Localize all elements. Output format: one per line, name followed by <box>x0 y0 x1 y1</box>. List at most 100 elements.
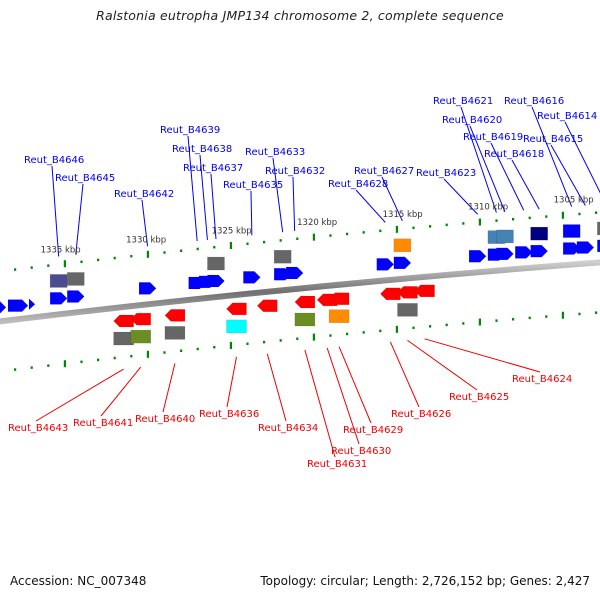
major-tick <box>146 250 149 258</box>
reverse-gene-arrow <box>226 302 247 316</box>
reverse-gene-label: Reut_B4630 <box>331 446 391 457</box>
minor-tick <box>30 366 33 369</box>
leader-line <box>162 363 176 413</box>
forward-gene-arrow <box>468 249 487 263</box>
forward-gene-label: Reut_B4628 <box>328 179 388 190</box>
minor-tick <box>263 340 266 344</box>
major-tick <box>312 333 315 341</box>
minor-tick <box>113 256 116 260</box>
leader-line <box>443 178 478 215</box>
kbp-label: 1325 kbp <box>212 227 252 237</box>
leader-line <box>490 142 525 211</box>
cog-box <box>597 221 600 236</box>
minor-tick <box>180 249 183 252</box>
leader-line <box>187 135 198 242</box>
forward-gene-arrow <box>597 239 600 253</box>
reverse-gene-label: Reut_B4631 <box>307 459 367 470</box>
major-tick <box>229 241 232 249</box>
major-tick <box>561 211 564 219</box>
reverse-gene-label: Reut_B4634 <box>258 423 318 434</box>
leader-line <box>550 144 586 206</box>
reverse-gene-arrow <box>414 284 435 298</box>
forward-gene-label: Reut_B4621 <box>433 96 493 107</box>
cog-box <box>164 326 186 340</box>
forward-gene-label: Reut_B4632 <box>265 166 325 177</box>
forward-gene-arrow <box>515 246 533 259</box>
major-tick <box>478 218 481 226</box>
minor-tick <box>14 268 17 271</box>
minor-tick <box>578 312 581 316</box>
leader-line <box>564 121 600 194</box>
topology-summary: Topology: circular; Length: 2,726,152 bp… <box>260 574 590 588</box>
forward-gene-label: Reut_B4637 <box>183 163 243 174</box>
leader-line <box>469 125 506 213</box>
minor-tick <box>180 349 183 352</box>
minor-tick <box>346 332 349 336</box>
minor-tick <box>578 212 581 216</box>
cog-box <box>207 256 225 271</box>
minor-tick <box>412 226 415 230</box>
minor-tick <box>495 219 498 222</box>
reverse-gene-label: Reut_B4636 <box>199 409 259 420</box>
reverse-gene-label: Reut_B4626 <box>391 409 451 420</box>
forward-gene-label: Reut_B4619 <box>463 132 523 143</box>
reverse-gene-label: Reut_B4640 <box>135 414 195 425</box>
cog-box <box>49 274 68 288</box>
cog-box <box>226 319 247 334</box>
major-tick <box>63 360 66 368</box>
leader-line <box>304 349 336 458</box>
leader-line <box>460 106 497 213</box>
reverse-gene-arrow <box>328 292 350 305</box>
major-tick <box>561 311 564 319</box>
minor-tick <box>80 260 83 264</box>
minor-tick <box>263 240 266 244</box>
minor-tick <box>279 339 282 342</box>
leader-line <box>424 338 541 373</box>
outer-tick-ring <box>14 211 598 271</box>
cog-box <box>67 272 85 286</box>
forward-gene-arrow <box>285 266 304 280</box>
minor-tick <box>362 331 365 334</box>
kbp-labels: 1335 kbp 1330 kbp 1325 kbp 1320 kbp 1315 kbp… <box>41 196 594 256</box>
minor-tick <box>379 229 382 233</box>
leader-line <box>250 190 253 236</box>
leader-line <box>531 106 573 207</box>
kbp-label: 1315 kbp <box>383 210 423 220</box>
forward-gene-label: Reut_B4642 <box>114 189 174 200</box>
minor-tick <box>163 251 166 254</box>
reverse-gene-label: Reut_B4625 <box>449 392 509 403</box>
minor-tick <box>329 234 332 237</box>
leader-line <box>338 346 372 424</box>
minor-tick <box>246 242 249 246</box>
minor-tick <box>130 254 133 258</box>
forward-gene-label: Reut_B4638 <box>172 144 232 155</box>
leader-line <box>326 347 360 445</box>
forward-gene-arrow <box>243 271 261 284</box>
forward-gene-arrow <box>0 301 7 314</box>
leader-line <box>272 157 284 233</box>
forward-gene-arrow <box>7 299 29 312</box>
minor-tick <box>296 337 299 341</box>
forward-gene-label: Reut_B4639 <box>160 125 220 136</box>
forward-gene-arrow <box>376 258 395 271</box>
leader-line <box>355 189 386 223</box>
forward-gene-label: Reut_B4614 <box>537 111 597 122</box>
leader-line <box>210 173 217 240</box>
reverse-gene-label: Reut_B4641 <box>73 418 133 429</box>
minor-tick <box>279 239 282 242</box>
reverse-gene-label: Reut_B4643 <box>8 423 68 434</box>
minor-tick <box>545 215 548 218</box>
accession-text: Accession: NC_007348 <box>10 574 147 588</box>
minor-tick <box>445 323 448 327</box>
major-tick <box>395 325 398 333</box>
major-tick <box>146 350 149 358</box>
cog-box <box>273 249 292 264</box>
minor-tick <box>196 247 199 251</box>
cog-box <box>328 309 350 323</box>
leader-line <box>75 183 84 255</box>
minor-tick <box>595 211 598 214</box>
forward-gene-label: Reut_B4615 <box>523 134 583 145</box>
minor-tick <box>196 347 199 351</box>
gene-labels: Reut_B4646 Reut_B4645 Reut_B4642 Reut_B4639… <box>8 96 600 470</box>
forward-gene-label: Reut_B4645 <box>55 173 115 184</box>
